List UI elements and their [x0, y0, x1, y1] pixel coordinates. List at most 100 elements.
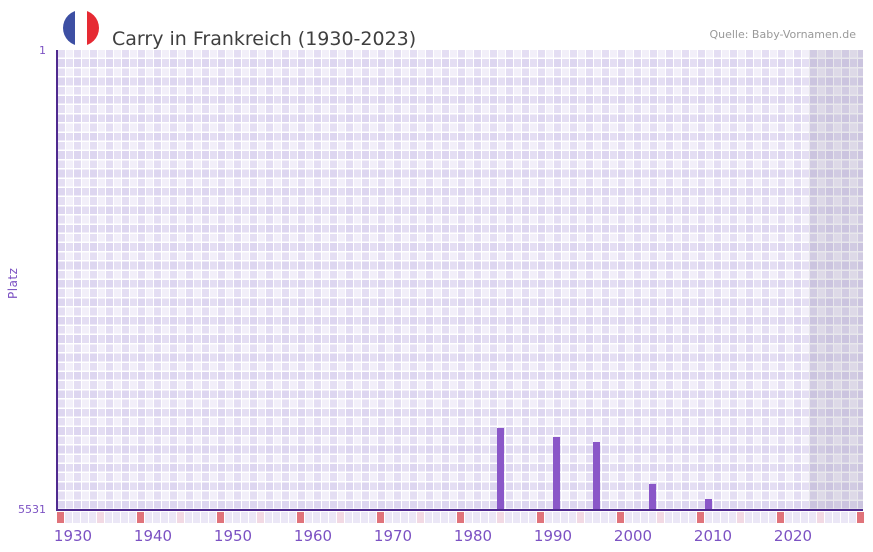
timeline-strip	[57, 512, 864, 523]
france-flag-icon	[63, 10, 99, 46]
strip-cell-1993	[561, 512, 568, 523]
strip-cell-2017	[753, 512, 760, 523]
x-tick-2010: 2010	[693, 527, 733, 545]
strip-cell-1951	[225, 512, 232, 523]
strip-cell-1988	[521, 512, 528, 523]
x-tick-2000: 2000	[613, 527, 653, 545]
strip-cell-2012	[713, 512, 720, 523]
strip-cell-1973	[401, 512, 408, 523]
x-tick-1970: 1970	[373, 527, 413, 545]
strip-cell-1991	[545, 512, 552, 523]
strip-cell-1980	[457, 512, 464, 523]
bar-2011[interactable]	[705, 499, 712, 510]
strip-cell-2022	[793, 512, 800, 523]
strip-cell-1990	[537, 512, 544, 523]
strip-cell-2007	[673, 512, 680, 523]
strip-cell-1933	[81, 512, 88, 523]
strip-cell-2030	[857, 512, 864, 523]
strip-cell-1954	[249, 512, 256, 523]
strip-cell-1932	[73, 512, 80, 523]
strip-cell-1977	[433, 512, 440, 523]
strip-cell-1984	[489, 512, 496, 523]
strip-cell-2000	[617, 512, 624, 523]
strip-cell-2025	[817, 512, 824, 523]
strip-cell-1967	[353, 512, 360, 523]
strip-cell-1948	[201, 512, 208, 523]
strip-cell-1961	[305, 512, 312, 523]
strip-cell-1972	[393, 512, 400, 523]
strip-cell-1940	[137, 512, 144, 523]
strip-cell-1964	[329, 512, 336, 523]
strip-cell-1985	[497, 512, 504, 523]
strip-cell-1962	[313, 512, 320, 523]
future-years-band	[809, 50, 863, 510]
strip-cell-1968	[361, 512, 368, 523]
strip-cell-1981	[465, 512, 472, 523]
strip-cell-1958	[281, 512, 288, 523]
strip-cell-2013	[721, 512, 728, 523]
bar-1997[interactable]	[593, 442, 600, 510]
x-tick-1960: 1960	[293, 527, 333, 545]
y-axis-line	[56, 50, 58, 511]
strip-cell-1969	[369, 512, 376, 523]
strip-cell-1943	[161, 512, 168, 523]
x-tick-1950: 1950	[213, 527, 253, 545]
strip-cell-1970	[377, 512, 384, 523]
bar-1992[interactable]	[553, 437, 560, 510]
strip-cell-1989	[529, 512, 536, 523]
strip-cell-2028	[841, 512, 848, 523]
strip-cell-1944	[169, 512, 176, 523]
strip-cell-1959	[289, 512, 296, 523]
strip-cell-2005	[657, 512, 664, 523]
strip-cell-2027	[833, 512, 840, 523]
y-axis-max-label: 1	[39, 44, 46, 57]
strip-cell-1930	[57, 512, 64, 523]
strip-cell-1971	[385, 512, 392, 523]
strip-cell-1949	[209, 512, 216, 523]
strip-cell-2002	[633, 512, 640, 523]
strip-cell-1976	[425, 512, 432, 523]
strip-cell-1979	[449, 512, 456, 523]
strip-cell-1999	[609, 512, 616, 523]
strip-cell-1995	[577, 512, 584, 523]
strip-cell-2014	[729, 512, 736, 523]
strip-cell-1960	[297, 512, 304, 523]
x-axis-labels: 1930 1940 1950 1960 1970 1980 1990 2000 2010 2020	[53, 527, 864, 547]
strip-cell-2011	[705, 512, 712, 523]
x-tick-1990: 1990	[533, 527, 573, 545]
strip-cell-2018	[761, 512, 768, 523]
strip-cell-2009	[689, 512, 696, 523]
strip-cell-1953	[241, 512, 248, 523]
strip-cell-2008	[681, 512, 688, 523]
strip-cell-2021	[785, 512, 792, 523]
strip-cell-1992	[553, 512, 560, 523]
y-axis-title: Platz	[6, 267, 20, 299]
plot-area	[57, 50, 863, 510]
x-tick-1980: 1980	[453, 527, 493, 545]
strip-cell-2010	[697, 512, 704, 523]
strip-cell-1975	[417, 512, 424, 523]
x-tick-1930: 1930	[53, 527, 93, 545]
strip-cell-2020	[777, 512, 784, 523]
strip-cell-1939	[129, 512, 136, 523]
strip-cell-1945	[177, 512, 184, 523]
strip-cell-1957	[273, 512, 280, 523]
strip-cell-1942	[153, 512, 160, 523]
strip-cell-2003	[641, 512, 648, 523]
strip-cell-1931	[65, 512, 72, 523]
bar-1985[interactable]	[497, 428, 504, 510]
strip-cell-1983	[481, 512, 488, 523]
bar-2004[interactable]	[649, 484, 656, 510]
strip-cell-1946	[185, 512, 192, 523]
strip-cell-1956	[265, 512, 272, 523]
x-tick-2020: 2020	[773, 527, 813, 545]
strip-cell-1941	[145, 512, 152, 523]
strip-cell-1955	[257, 512, 264, 523]
strip-cell-1935	[97, 512, 104, 523]
strip-cell-1963	[321, 512, 328, 523]
strip-cell-2016	[745, 512, 752, 523]
source-credit: Quelle: Baby-Vornamen.de	[709, 28, 856, 41]
strip-cell-1936	[105, 512, 112, 523]
strip-cell-1950	[217, 512, 224, 523]
